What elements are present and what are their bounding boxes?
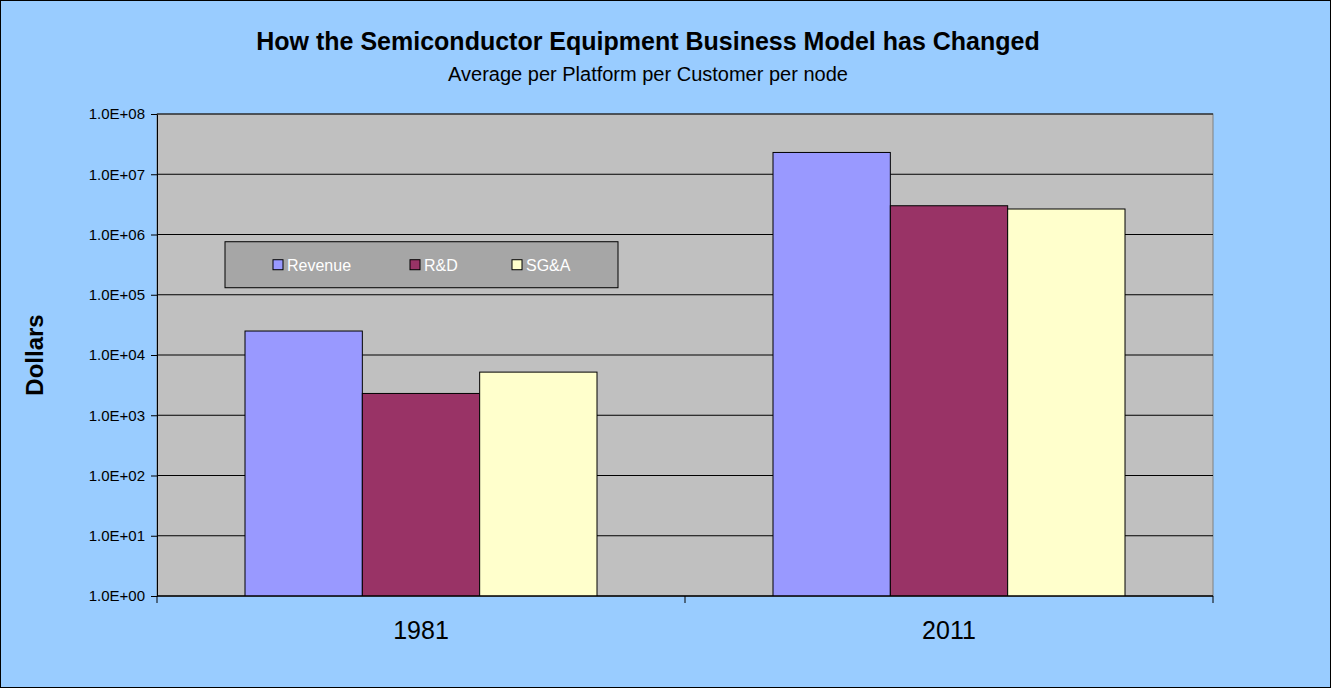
grid-line (157, 114, 1213, 115)
y-tick-mark (151, 596, 157, 597)
legend-swatch (410, 260, 420, 270)
x-tick-mark (1213, 596, 1214, 603)
bar (773, 152, 890, 596)
bar (362, 393, 479, 596)
background (1, 1, 1331, 688)
bar (245, 331, 362, 596)
bars (245, 152, 1125, 596)
y-tick-mark (151, 355, 157, 356)
bar (890, 206, 1007, 596)
bar (1008, 209, 1125, 596)
legend-swatch (512, 260, 522, 270)
x-axis: 1981 2011 (393, 616, 976, 644)
x-axis-separators (157, 596, 1213, 603)
y-tick-mark (151, 235, 157, 236)
y-tick: 1.0E+05 (89, 286, 157, 303)
grid (157, 114, 1213, 596)
y-tick: 1.0E+08 (89, 105, 157, 122)
y-tick-label: 1.0E+00 (89, 587, 145, 604)
plot-area (157, 114, 1213, 596)
bar (480, 372, 597, 596)
y-tick-label: 1.0E+02 (89, 467, 145, 484)
chart: How the Semiconductor Equipment Business… (0, 0, 1331, 688)
y-axis-line (157, 115, 158, 597)
y-tick-label: 1.0E+03 (89, 407, 145, 424)
y-tick-label: 1.0E+08 (89, 105, 145, 122)
subtitle: Average per Platform per Customer per no… (448, 63, 848, 85)
x-tick-mark (685, 596, 686, 603)
legend-label: R&D (424, 257, 458, 274)
y-tick: 1.0E+04 (89, 346, 157, 363)
x-tick-label: 1981 (393, 616, 449, 644)
y-tick-label: 1.0E+06 (89, 226, 145, 243)
legend-box (225, 242, 618, 288)
y-tick-label: 1.0E+07 (89, 166, 145, 183)
y-tick-mark (151, 174, 157, 175)
y-tick: 1.0E+06 (89, 226, 157, 243)
x-tick-label: 2011 (922, 616, 976, 644)
y-tick-mark (151, 114, 157, 115)
x-tick-mark (157, 596, 158, 603)
y-tick: 1.0E+03 (89, 407, 157, 424)
y-tick-label: 1.0E+05 (89, 286, 145, 303)
plot: 1.0E+00 1.0E+01 1.0E+02 1.0E+03 1.0E+04 1.0E+… (89, 105, 1213, 644)
y-tick: 1.0E+02 (89, 467, 157, 484)
y-tick-mark (151, 415, 157, 416)
y-tick: 1.0E+07 (89, 166, 157, 183)
grid-line (157, 174, 1213, 175)
legend: Revenue R&D SG&A (225, 242, 618, 288)
y-tick: 1.0E+01 (89, 527, 157, 544)
y-axis: 1.0E+00 1.0E+01 1.0E+02 1.0E+03 1.0E+04 1.0E+… (89, 105, 158, 604)
y-axis-title: Dollars (21, 314, 48, 395)
title: How the Semiconductor Equipment Business… (256, 27, 1039, 55)
y-tick-label: 1.0E+01 (89, 527, 145, 544)
legend-label: Revenue (287, 257, 351, 274)
y-tick-label: 1.0E+04 (89, 346, 145, 363)
y-tick-mark (151, 476, 157, 477)
legend-swatch (273, 260, 283, 270)
y-tick-mark (151, 536, 157, 537)
legend-label: SG&A (526, 257, 571, 274)
y-tick: 1.0E+00 (89, 587, 157, 604)
y-tick-mark (151, 295, 157, 296)
